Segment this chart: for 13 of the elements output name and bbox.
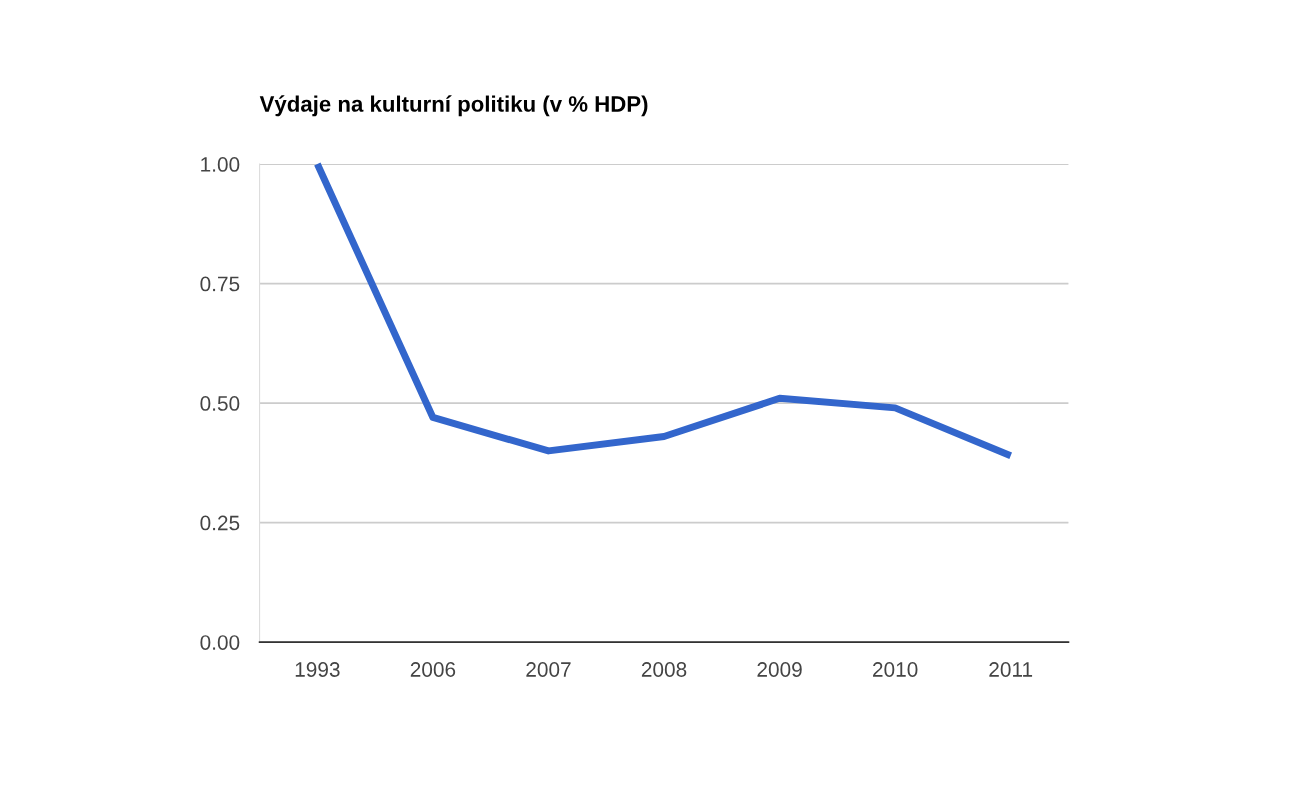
y-tick-label: 0.50: [200, 396, 240, 411]
x-tick-label: 1993: [295, 662, 340, 677]
x-tick-label: 2008: [641, 662, 687, 677]
chart-title: Výdaje na kulturní politiku (v % HDP): [259, 95, 648, 117]
x-tick-label: 2006: [410, 662, 456, 677]
x-tick-label: 2007: [526, 662, 571, 677]
y-tick-label: 0.25: [200, 515, 240, 531]
y-tick-label: 0.00: [200, 635, 240, 650]
x-tick-label: 2011: [989, 662, 1033, 677]
x-tick-label: 2010: [873, 662, 918, 677]
y-tick-label: 0.75: [200, 276, 240, 292]
x-tick-label: 2009: [757, 662, 802, 677]
y-tick-label: 1.00: [201, 157, 240, 172]
